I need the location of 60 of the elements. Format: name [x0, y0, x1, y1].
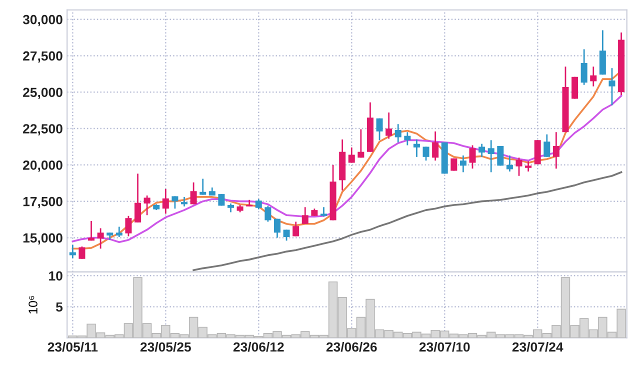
y-tick-label: 30,000 [22, 14, 62, 26]
candlestick [162, 188, 169, 214]
candlestick [283, 229, 290, 242]
candlestick [78, 246, 86, 260]
candlestick [144, 194, 150, 216]
x-tick-label: 23/06/26 [326, 342, 377, 352]
candlestick [450, 158, 458, 172]
candlestick [125, 215, 132, 237]
candlestick [320, 206, 327, 218]
y-tick-label: 10 [49, 271, 62, 281]
candlestick [516, 156, 522, 177]
candlestick [590, 66, 597, 88]
x-tick-label: 23/07/10 [419, 342, 470, 352]
candlestick [190, 182, 197, 205]
candlestick [97, 228, 104, 250]
candlestick [292, 221, 300, 237]
candlestick [404, 131, 411, 146]
candlestick [497, 145, 504, 166]
candlestick [200, 178, 206, 196]
candlestick [376, 118, 383, 141]
line-series [192, 171, 622, 272]
y-tick-label: 22,500 [23, 124, 62, 136]
y-tick-label: 15,000 [23, 233, 62, 245]
y-tick-label: 20,000 [23, 160, 62, 172]
candlestick [88, 220, 95, 242]
y-tick-label: 27,500 [23, 51, 62, 63]
y-tick-label: 17,500 [23, 196, 62, 208]
candlestick [302, 206, 308, 225]
y-tick-label: 5 [56, 302, 63, 312]
candlestick [422, 146, 430, 162]
candlestick [116, 226, 122, 238]
candlestick [552, 131, 560, 170]
candlestick [255, 198, 262, 210]
candlestick [264, 205, 272, 222]
line-series [72, 94, 622, 243]
candlestick [394, 123, 402, 144]
candlestick [478, 143, 486, 158]
candlestick [506, 154, 513, 172]
candlestick [134, 172, 142, 224]
candlestick [580, 48, 588, 86]
candlestick [432, 130, 439, 162]
x-tick-label: 23/05/11 [48, 342, 98, 352]
candlestick [544, 134, 550, 158]
x-tick-label: 23/06/12 [233, 342, 284, 352]
x-tick-label: 23/07/24 [512, 342, 564, 352]
candlestick [386, 112, 392, 140]
candlestick [525, 160, 532, 172]
candlestick [358, 128, 364, 158]
candlestick [608, 67, 616, 106]
y-tick-label: 25,000 [23, 88, 62, 99]
x-tick-label: 23/05/25 [140, 342, 191, 352]
candlestick [172, 196, 178, 210]
candlestick [469, 144, 476, 170]
candlestick [274, 218, 280, 238]
candlestick [181, 196, 188, 208]
candlestick [460, 154, 466, 173]
candlestick [348, 146, 355, 164]
y-axis-title: 10⁶ [28, 296, 38, 314]
candlestick [413, 138, 420, 158]
candlestick [488, 139, 494, 173]
